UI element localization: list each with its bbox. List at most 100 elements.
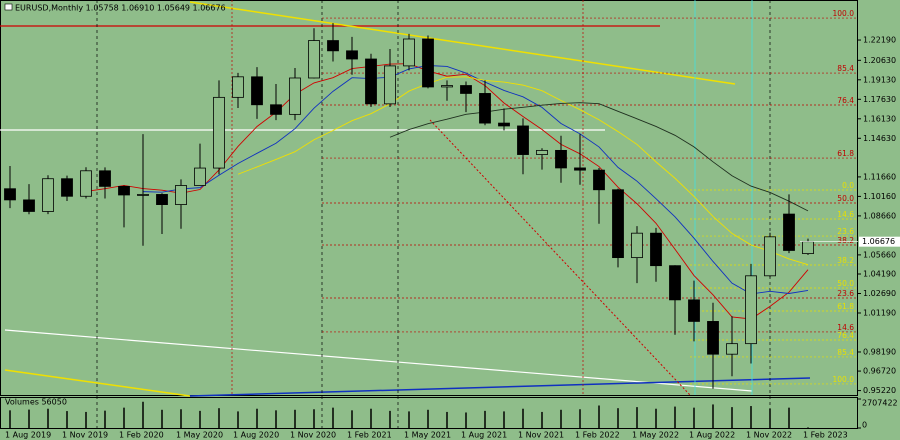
candle-body <box>403 38 415 67</box>
candle-body <box>213 96 225 169</box>
x-tick-label: 1 Feb 2021 <box>347 431 392 440</box>
fib-label: 100.0 <box>833 375 855 384</box>
candle-body <box>612 189 624 259</box>
candle-body <box>536 149 548 155</box>
candle-body <box>80 170 92 197</box>
trend-line <box>4 329 753 392</box>
candle-body <box>688 299 700 322</box>
fib-label: 23.6 <box>837 289 854 298</box>
x-tick-label: 1 Aug 2021 <box>461 431 507 440</box>
fib-label: 76.4 <box>837 331 854 340</box>
candle-body <box>783 213 795 251</box>
candle-body <box>289 77 301 115</box>
x-tick-label: 1 Nov 2020 <box>290 431 336 440</box>
candle-body <box>23 199 35 212</box>
candle-body <box>498 122 510 127</box>
candle-body <box>479 93 491 124</box>
fib-label: 23.6 <box>837 227 854 236</box>
x-tick-label: 1 Aug 2020 <box>233 431 279 440</box>
candle-body <box>175 185 187 205</box>
moving-average <box>237 76 809 266</box>
last-price-label: 1.06676 <box>862 237 895 246</box>
trend-line <box>189 1 736 85</box>
candle-body <box>460 85 472 94</box>
y2-tick-label: 2707422 <box>862 399 898 408</box>
x-tick-label: 1 Feb 2022 <box>575 431 620 440</box>
fib-label: 85.4 <box>837 348 854 357</box>
y-tick-label: 1.10160 <box>863 192 896 201</box>
y-tick-label: 0.96720 <box>863 367 896 376</box>
candle-body <box>61 178 73 197</box>
candle-body <box>631 232 643 259</box>
candle-body <box>422 38 434 88</box>
y-tick-label: 1.22190 <box>863 36 896 45</box>
x-tick-label: 1 Aug 2022 <box>689 431 735 440</box>
candle-body <box>555 149 567 169</box>
x-tick-label: 1 Feb 2023 <box>803 431 848 440</box>
x-tick-label: 1 Nov 2021 <box>518 431 564 440</box>
candle-body <box>441 85 453 88</box>
candle-body <box>707 321 719 355</box>
candle-body <box>574 167 586 171</box>
fib-label: 38.2 <box>837 256 854 265</box>
moving-average <box>389 102 809 212</box>
fib-label: 85.4 <box>837 64 854 73</box>
fib-label: 50.0 <box>837 279 854 288</box>
candle-body <box>327 40 339 52</box>
y-tick-label: 1.05660 <box>863 250 896 259</box>
y-tick-label: 1.11660 <box>863 172 896 181</box>
candle-body <box>194 167 206 186</box>
x-tick-label: 1 May 2021 <box>404 431 451 440</box>
volume-frame <box>0 397 858 429</box>
candle-body <box>726 343 738 355</box>
candle-body <box>118 185 130 196</box>
candle-body <box>365 58 377 105</box>
fib-label: 61.8 <box>837 302 854 311</box>
y-tick-label: 1.01190 <box>863 308 896 317</box>
y-tick-label: 1.19130 <box>863 75 896 84</box>
fib-label: 0.0 <box>842 181 854 190</box>
x-tick-label: 1 May 2022 <box>632 431 679 440</box>
chart-title: EURUSD,Monthly 1.05758 1.06910 1.05649 1… <box>15 4 226 13</box>
fib-label: 76.4 <box>837 96 854 105</box>
candle-body <box>156 194 168 205</box>
y-tick-label: 0.95220 <box>863 386 896 395</box>
fib-label: 50.0 <box>837 194 854 203</box>
y-tick-label: 1.14630 <box>863 134 896 143</box>
candle-body <box>669 265 681 301</box>
candle-body <box>650 232 662 267</box>
candle-body <box>137 194 149 196</box>
fib-ray <box>429 119 691 396</box>
trend-line <box>4 369 191 397</box>
candle-body <box>346 50 358 60</box>
fib-label: 38.2 <box>837 236 854 245</box>
candle-body <box>384 65 396 105</box>
candle-body <box>251 76 263 106</box>
volume-title: Volumes 56050 <box>5 398 67 407</box>
candle-body <box>232 76 244 98</box>
candle-body <box>745 275 757 345</box>
x-tick-label: 1 Nov 2019 <box>62 431 108 440</box>
symbol-icon <box>4 3 13 11</box>
y2-tick-label: 0 <box>862 421 867 430</box>
candle-body <box>517 125 529 155</box>
candle-body <box>308 40 320 79</box>
fib-label: 14.6 <box>837 210 854 219</box>
fib-label: 61.8 <box>837 149 854 158</box>
y-tick-label: 1.17630 <box>863 95 896 104</box>
x-tick-label: 1 Aug 2019 <box>5 431 51 440</box>
candle-body <box>42 178 54 212</box>
x-tick-label: 1 May 2020 <box>176 431 223 440</box>
y-tick-label: 1.16130 <box>863 114 896 123</box>
candle-body <box>764 236 776 277</box>
y-tick-label: 1.04190 <box>863 269 896 278</box>
trend-line <box>189 377 811 397</box>
candle-body <box>4 188 16 201</box>
y-tick-label: 1.20630 <box>863 56 896 65</box>
candle-body <box>270 104 282 115</box>
y-tick-label: 1.08660 <box>863 211 896 220</box>
fib-label: 100.0 <box>833 9 855 18</box>
candle-body <box>593 169 605 191</box>
